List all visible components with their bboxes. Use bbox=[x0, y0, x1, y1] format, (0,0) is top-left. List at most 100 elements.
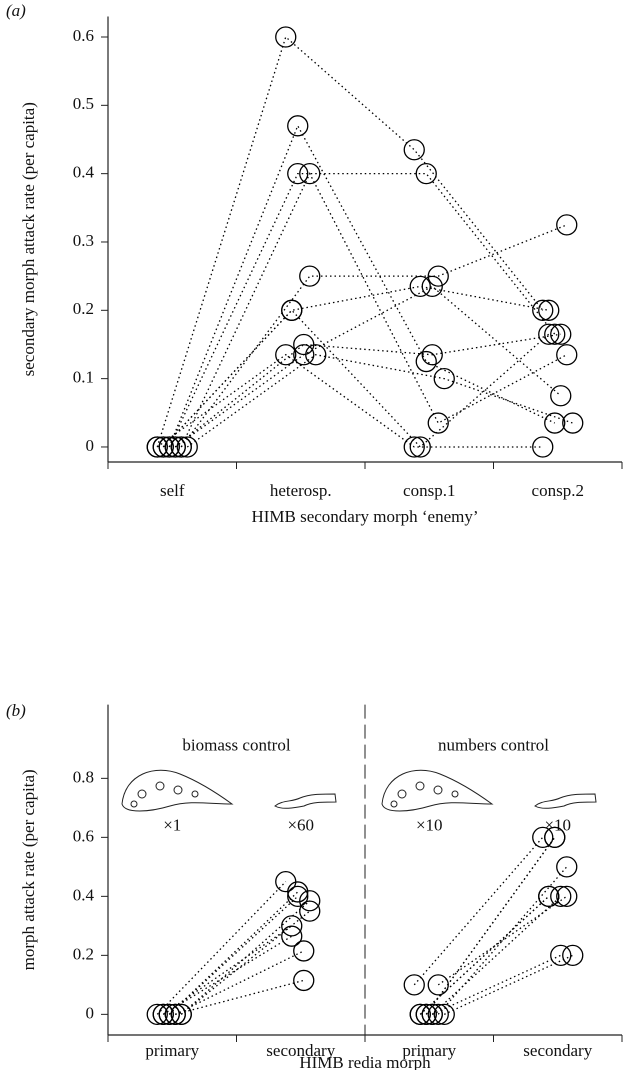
point bbox=[293, 969, 315, 992]
y-tick-label: 0.4 bbox=[73, 885, 95, 904]
point bbox=[146, 1003, 168, 1025]
point bbox=[403, 436, 425, 458]
point bbox=[281, 925, 303, 947]
replicate-line bbox=[168, 891, 299, 1015]
x-axis-title: HIMB secondary morph ‘enemy’ bbox=[251, 507, 478, 526]
x-tick-label: secondary bbox=[266, 1041, 335, 1060]
point bbox=[281, 915, 303, 937]
replicate-line bbox=[162, 925, 293, 1015]
replicate-line bbox=[431, 954, 562, 1015]
point bbox=[532, 826, 554, 848]
point bbox=[544, 323, 566, 345]
replicate-line bbox=[180, 224, 567, 448]
replicate-line bbox=[437, 895, 568, 986]
point bbox=[562, 944, 584, 966]
point bbox=[544, 826, 566, 848]
y-tick-label: 0 bbox=[86, 436, 95, 455]
point bbox=[427, 1003, 449, 1025]
replicate-line bbox=[419, 895, 550, 1015]
replicate-line bbox=[168, 895, 299, 1015]
point bbox=[427, 265, 449, 287]
y-tick-label: 0 bbox=[86, 1003, 95, 1022]
point bbox=[532, 436, 554, 458]
point bbox=[556, 344, 578, 366]
replicate-line bbox=[180, 172, 568, 448]
secondary-redia-icon bbox=[534, 793, 597, 809]
point bbox=[556, 856, 578, 878]
point bbox=[299, 900, 321, 922]
x-tick-label: consp.2 bbox=[532, 481, 584, 500]
x-tick-label: primary bbox=[145, 1041, 199, 1060]
point bbox=[287, 115, 309, 137]
panel-label: (b) bbox=[6, 701, 26, 720]
point bbox=[275, 344, 297, 366]
point bbox=[164, 1003, 186, 1025]
point bbox=[544, 412, 566, 434]
replicate-line bbox=[156, 353, 543, 448]
point bbox=[538, 885, 560, 907]
primary-redia-icon bbox=[121, 769, 234, 812]
replicate-line bbox=[162, 935, 293, 1015]
replicate-line bbox=[443, 954, 574, 1015]
point bbox=[538, 323, 560, 345]
y-tick-label: 0.3 bbox=[73, 231, 94, 250]
replicate-line bbox=[174, 333, 561, 448]
point bbox=[538, 299, 560, 321]
point bbox=[556, 885, 578, 907]
point bbox=[421, 1003, 443, 1025]
panel-label: (a) bbox=[6, 1, 26, 20]
y-axis-title: morph attack rate (per capita) bbox=[19, 769, 38, 970]
multiplier-label: ×60 bbox=[287, 816, 314, 835]
x-tick-label: primary bbox=[402, 1041, 456, 1060]
point bbox=[146, 436, 168, 458]
point bbox=[556, 214, 578, 236]
point bbox=[421, 344, 443, 366]
point bbox=[409, 1003, 431, 1025]
point bbox=[164, 436, 186, 458]
y-axis-title: secondary morph attack rate (per capita) bbox=[19, 102, 38, 376]
point bbox=[293, 344, 315, 366]
replicate-line bbox=[156, 881, 287, 1015]
point bbox=[305, 344, 327, 366]
point bbox=[550, 323, 572, 345]
point bbox=[421, 275, 443, 298]
x-tick-label: heterosp. bbox=[270, 481, 332, 500]
point bbox=[287, 881, 309, 903]
point bbox=[152, 436, 174, 458]
replicate-line bbox=[431, 895, 562, 1015]
point bbox=[409, 436, 431, 458]
point bbox=[427, 974, 449, 996]
secondary-redia-icon bbox=[274, 793, 337, 809]
point bbox=[415, 163, 437, 185]
point bbox=[170, 1003, 192, 1025]
replicate-line bbox=[156, 35, 544, 448]
point bbox=[550, 885, 572, 907]
replicate-line bbox=[174, 285, 562, 448]
y-tick-label: 0.8 bbox=[73, 767, 94, 786]
point bbox=[550, 385, 572, 407]
replicate-line bbox=[180, 910, 311, 1015]
replicate-line bbox=[419, 895, 550, 1015]
replicate-line bbox=[168, 173, 556, 448]
replicate-line bbox=[162, 285, 549, 448]
replicate-line bbox=[437, 866, 568, 1015]
point bbox=[433, 1003, 455, 1025]
point bbox=[532, 299, 554, 321]
primary-redia-icon bbox=[381, 769, 494, 812]
y-tick-label: 0.6 bbox=[73, 26, 94, 45]
multiplier-label: ×10 bbox=[544, 816, 571, 835]
x-tick-label: secondary bbox=[523, 1041, 592, 1060]
point bbox=[170, 436, 192, 458]
point bbox=[409, 275, 431, 298]
point bbox=[550, 944, 572, 966]
y-tick-label: 0.6 bbox=[73, 826, 94, 845]
y-tick-label: 0.5 bbox=[73, 94, 94, 113]
point bbox=[158, 1003, 180, 1025]
point bbox=[403, 974, 425, 996]
group-title: numbers control bbox=[438, 736, 549, 755]
point bbox=[176, 436, 198, 458]
point bbox=[403, 139, 425, 161]
x-tick-label: consp.1 bbox=[403, 481, 455, 500]
point bbox=[433, 367, 455, 390]
